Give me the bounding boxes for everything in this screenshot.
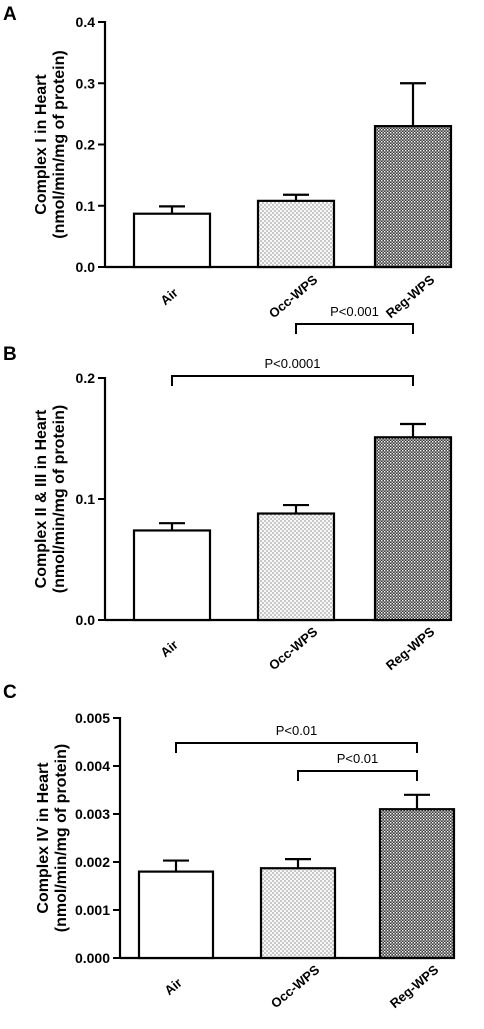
y-tick-label: 0.2 [76, 137, 96, 153]
y-tick-label: 0.003 [75, 806, 110, 822]
bar-air [132, 529, 212, 622]
y-tick-label: 0.0 [76, 612, 96, 628]
y-axis-label: Complex IV in Heart(nmol/min/mg of prote… [35, 744, 70, 932]
category-label: Reg-WPS [383, 272, 438, 321]
y-tick-label: 0.2 [76, 370, 96, 386]
y-tick-label: 0.005 [75, 710, 110, 726]
y-axis-label-line2: (nmol/min/mg of protein) [51, 50, 68, 238]
significance-label: P<0.001 [330, 304, 379, 319]
category-label: Occ-WPS [268, 962, 323, 1011]
category-label: Reg-WPS [387, 962, 442, 1011]
y-axis-label-line1: Complex II & III in Heart [33, 409, 50, 588]
panel-c: C 0.000 0.001 0.002 0.003 0.004 0.005 Complex I… [3, 682, 456, 1011]
bar-reg-wps [378, 808, 456, 960]
panel-letter: A [3, 4, 17, 25]
y-tick-label: 0.1 [76, 198, 96, 214]
significance-label: P<0.0001 [264, 356, 320, 371]
category-label: Air [161, 975, 184, 998]
bar-occ-wps [256, 199, 336, 269]
significance-bracket [295, 323, 414, 334]
significance-bracket [297, 770, 418, 781]
category-label: Reg-WPS [383, 624, 438, 673]
significance-label: P<0.01 [276, 723, 318, 738]
y-tick-label: 0.004 [75, 758, 110, 774]
category-label: Air [157, 637, 180, 660]
y-tick-label: 0.1 [76, 491, 96, 507]
bar-air [132, 212, 212, 269]
panel-a: A 0.0 0.1 0.2 0.3 0.4 Complex I in Heart(nmol/… [3, 4, 453, 321]
bar-occ-wps [256, 512, 336, 622]
bar-occ-wps [259, 867, 337, 960]
significance-bracket [175, 742, 418, 753]
y-tick-label: 0.001 [75, 902, 110, 918]
y-axis-label: Complex II & III in Heart(nmol/min/mg of… [33, 405, 68, 593]
y-axis-label-line2: (nmol/min/mg of protein) [53, 744, 70, 932]
category-label: Occ-WPS [266, 624, 321, 673]
significance-bracket [171, 375, 414, 386]
y-tick-label: 0.002 [75, 854, 110, 870]
category-label: Air [157, 285, 180, 308]
y-tick-label: 0.4 [76, 14, 96, 30]
significance-label: P<0.01 [337, 751, 379, 766]
category-label: Occ-WPS [266, 272, 321, 321]
panel-letter: B [3, 344, 17, 365]
bar-air [137, 870, 215, 960]
y-axis-label-line2: (nmol/min/mg of protein) [51, 405, 68, 593]
y-tick-label: 0.0 [76, 259, 96, 275]
y-axis-label-line1: Complex I in Heart [33, 74, 50, 215]
bar-reg-wps [373, 436, 453, 622]
y-tick-label: 0.3 [76, 75, 96, 91]
y-axis-label: Complex I in Heart(nmol/min/mg of protei… [33, 50, 68, 238]
panel-letter: C [3, 682, 17, 703]
panel-b: B 0.0 0.1 0.2 Complex II & III in Heart(nmol… [3, 304, 453, 673]
bar-reg-wps [373, 125, 453, 269]
y-tick-label: 0.000 [75, 950, 110, 966]
y-axis-label-line1: Complex IV in Heart [35, 762, 52, 914]
